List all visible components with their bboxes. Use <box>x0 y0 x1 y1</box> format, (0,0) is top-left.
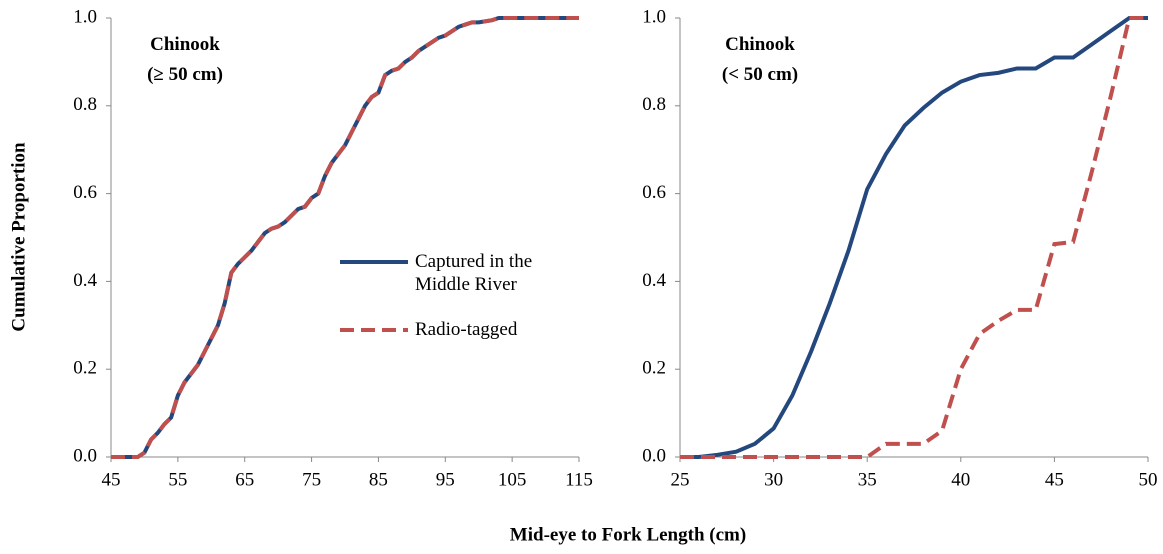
x-tick-label: 85 <box>369 469 388 490</box>
x-tick-label: 30 <box>764 469 783 490</box>
x-tick-label: 75 <box>302 469 321 490</box>
legend-label: Captured in the Middle River <box>415 251 533 295</box>
y-tick-label: 1.0 <box>642 6 666 27</box>
annotation: Chinook <box>150 34 220 55</box>
x-axis-label: Mid-eye to Fork Length (cm) <box>510 524 746 545</box>
x-tick-label: 40 <box>951 469 970 490</box>
annotation: Chinook <box>725 34 795 55</box>
y-tick-label: 0.2 <box>642 358 666 379</box>
y-tick-label: 0.0 <box>73 445 97 466</box>
y-tick-label: 0.8 <box>642 94 666 115</box>
x-tick-label: 55 <box>168 469 187 490</box>
annotation: (≥ 50 cm) <box>147 64 223 85</box>
y-tick-label: 0.6 <box>73 182 97 203</box>
x-tick-label: 35 <box>858 469 877 490</box>
series-line <box>680 16 1148 459</box>
x-tick-label: 50 <box>1139 469 1158 490</box>
x-tick-label: 45 <box>102 469 121 490</box>
y-tick-label: 0.6 <box>642 182 666 203</box>
y-tick-label: 0.0 <box>642 445 666 466</box>
legend-label: Radio-tagged <box>415 319 518 340</box>
y-tick-label: 1.0 <box>73 6 97 27</box>
x-tick-label: 115 <box>565 469 593 490</box>
x-tick-label: 105 <box>498 469 527 490</box>
y-tick-label: 0.4 <box>73 270 97 291</box>
x-tick-label: 45 <box>1045 469 1064 490</box>
y-tick-label: 0.4 <box>642 270 666 291</box>
x-tick-label: 25 <box>671 469 690 490</box>
series-line <box>680 16 1148 459</box>
series-line <box>111 16 579 459</box>
x-tick-label: 95 <box>436 469 455 490</box>
y-tick-label: 0.8 <box>73 94 97 115</box>
x-tick-label: 65 <box>235 469 254 490</box>
y-axis-label: Cumulative Proportion <box>8 142 29 332</box>
annotation: (< 50 cm) <box>721 64 799 85</box>
y-tick-label: 0.2 <box>73 358 97 379</box>
